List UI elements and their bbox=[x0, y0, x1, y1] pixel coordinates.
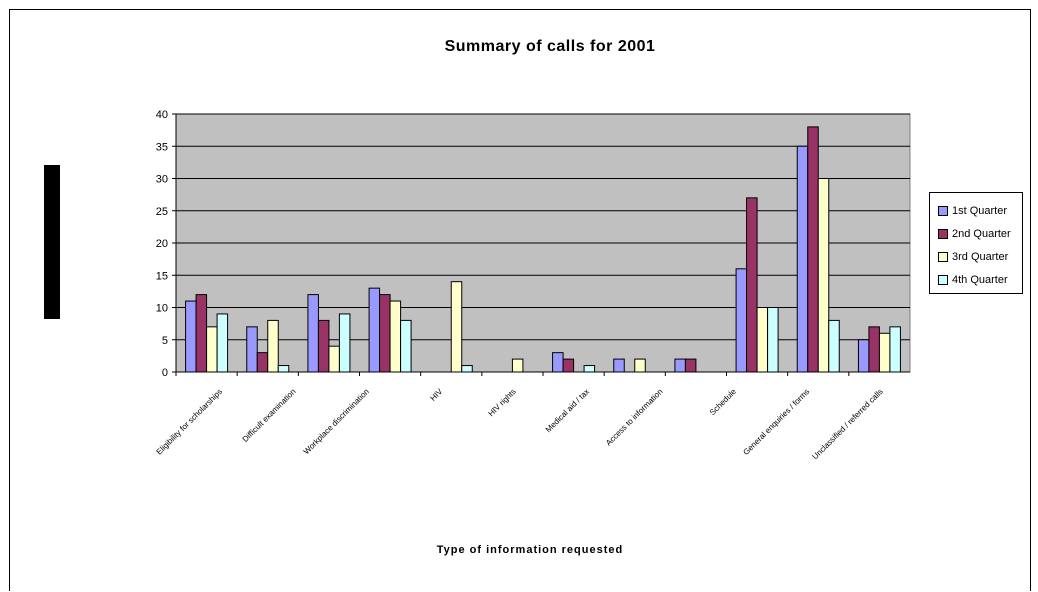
x-tick-label: Access to information bbox=[604, 387, 664, 447]
bar bbox=[634, 358, 646, 373]
bar bbox=[389, 300, 402, 373]
bar bbox=[195, 294, 208, 373]
bar bbox=[552, 352, 564, 373]
bar bbox=[206, 326, 218, 373]
bar bbox=[684, 358, 697, 373]
bar bbox=[450, 281, 463, 373]
legend-item-2: 2nd Quarter bbox=[938, 222, 1022, 245]
bar bbox=[267, 319, 279, 373]
bar bbox=[277, 365, 290, 373]
x-tick-label: General enquiries / forms bbox=[741, 387, 811, 457]
y-tick-label: 15 bbox=[156, 270, 168, 282]
legend-swatch bbox=[938, 205, 948, 216]
bar bbox=[368, 287, 381, 373]
bar bbox=[256, 352, 269, 373]
legend-item-3: 3rd Quarter bbox=[938, 245, 1022, 268]
bar bbox=[868, 326, 880, 373]
legend: 1st Quarter 2nd Quarter 3rd Quarter 4th … bbox=[929, 192, 1023, 294]
x-tick-label: Schedule bbox=[708, 387, 738, 417]
legend-label: 2nd Quarter bbox=[952, 227, 1011, 240]
bar bbox=[828, 319, 840, 373]
bar bbox=[857, 339, 870, 373]
chart-title: Summary of calls for 2001 bbox=[444, 38, 656, 55]
bar bbox=[400, 319, 412, 373]
legend-label: 3rd Quarter bbox=[952, 250, 1009, 263]
legend-swatch bbox=[938, 228, 948, 239]
bar bbox=[461, 365, 473, 373]
bar bbox=[756, 307, 769, 373]
bar bbox=[511, 358, 524, 373]
x-tick-label: Unclassified / referred calls bbox=[810, 387, 884, 461]
bar bbox=[746, 197, 758, 373]
bar bbox=[613, 358, 625, 373]
x-tick-label: Eligibility for scholarships bbox=[155, 387, 225, 457]
x-tick-label: Difficult examination bbox=[241, 387, 298, 444]
x-axis-label: Type of information requested bbox=[436, 544, 624, 556]
x-tick-label: HIV bbox=[429, 387, 445, 403]
bar bbox=[807, 126, 819, 373]
bar bbox=[674, 358, 686, 373]
x-tick-label: HIV rights bbox=[487, 387, 518, 418]
bar bbox=[317, 319, 330, 373]
bar bbox=[583, 365, 596, 373]
y-tick-label: 30 bbox=[156, 174, 168, 186]
bar bbox=[328, 345, 340, 373]
legend-swatch bbox=[938, 251, 948, 262]
bar bbox=[379, 294, 391, 373]
bar bbox=[735, 268, 748, 373]
bar bbox=[246, 326, 258, 373]
bar bbox=[767, 307, 779, 373]
legend-label: 4th Quarter bbox=[952, 273, 1008, 286]
y-tick-label: 20 bbox=[156, 238, 168, 250]
legend-label: 1st Quarter bbox=[952, 204, 1008, 217]
black-marker-bar bbox=[44, 165, 60, 319]
bar bbox=[796, 145, 809, 373]
y-tick-label: 0 bbox=[162, 367, 168, 379]
y-tick-label: 10 bbox=[156, 303, 168, 315]
bar bbox=[889, 326, 901, 373]
x-tick-label: Medical aid / tax bbox=[544, 387, 591, 434]
y-tick-label: 25 bbox=[156, 206, 168, 218]
y-tick-label: 35 bbox=[156, 141, 168, 153]
y-tick-label: 40 bbox=[156, 109, 168, 121]
legend-swatch bbox=[938, 274, 948, 285]
bar bbox=[338, 313, 351, 373]
y-tick-label: 5 bbox=[162, 335, 168, 347]
legend-item-4: 4th Quarter bbox=[938, 268, 1022, 291]
legend-item-1: 1st Quarter bbox=[938, 199, 1022, 222]
bar bbox=[817, 178, 830, 373]
bar bbox=[185, 300, 197, 373]
x-tick-label: Workplace discrimination bbox=[302, 387, 371, 456]
bar bbox=[562, 358, 575, 373]
bar bbox=[878, 332, 891, 373]
bar bbox=[307, 294, 319, 373]
bar bbox=[216, 313, 229, 373]
